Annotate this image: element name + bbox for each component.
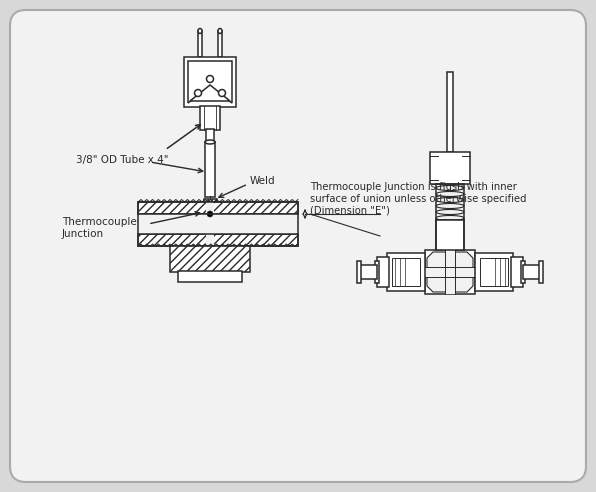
Bar: [359, 265, 377, 279]
Text: Thermocouple Junction is flush with inner
surface of union unless otherwise spec: Thermocouple Junction is flush with inne…: [310, 182, 526, 215]
Bar: [375, 261, 379, 283]
Bar: [218, 31, 222, 57]
Circle shape: [206, 75, 213, 83]
Bar: [475, 253, 513, 291]
Bar: [138, 214, 298, 234]
Bar: [198, 31, 202, 57]
Text: Thermocouple
Junction: Thermocouple Junction: [62, 217, 136, 239]
Ellipse shape: [198, 29, 202, 33]
Bar: [447, 72, 453, 152]
Bar: [521, 261, 525, 283]
Bar: [387, 253, 425, 291]
Bar: [138, 202, 298, 214]
Circle shape: [207, 211, 213, 217]
Bar: [425, 250, 475, 294]
Bar: [436, 220, 464, 250]
Circle shape: [219, 90, 225, 96]
Bar: [204, 199, 209, 234]
Ellipse shape: [205, 140, 215, 144]
Bar: [138, 202, 298, 246]
Bar: [511, 257, 523, 287]
Bar: [377, 257, 389, 287]
Bar: [480, 258, 508, 286]
Ellipse shape: [218, 29, 222, 33]
Bar: [206, 202, 214, 246]
Bar: [184, 57, 236, 107]
Bar: [436, 184, 464, 220]
Text: 3/8" OD Tube x 4": 3/8" OD Tube x 4": [76, 155, 169, 165]
Bar: [212, 199, 217, 234]
Bar: [392, 258, 420, 286]
Bar: [523, 265, 541, 279]
Bar: [206, 129, 214, 142]
Bar: [539, 261, 543, 283]
Polygon shape: [188, 61, 232, 103]
Bar: [138, 234, 298, 246]
Polygon shape: [427, 252, 473, 292]
Bar: [445, 250, 455, 294]
Bar: [178, 271, 242, 282]
Bar: [200, 106, 220, 130]
FancyBboxPatch shape: [10, 10, 586, 482]
Bar: [357, 261, 361, 283]
Bar: [425, 267, 475, 277]
Bar: [205, 142, 215, 197]
Circle shape: [194, 90, 201, 96]
Polygon shape: [190, 85, 230, 101]
Text: Weld: Weld: [250, 176, 275, 186]
Bar: [170, 246, 250, 272]
Bar: [430, 152, 470, 184]
